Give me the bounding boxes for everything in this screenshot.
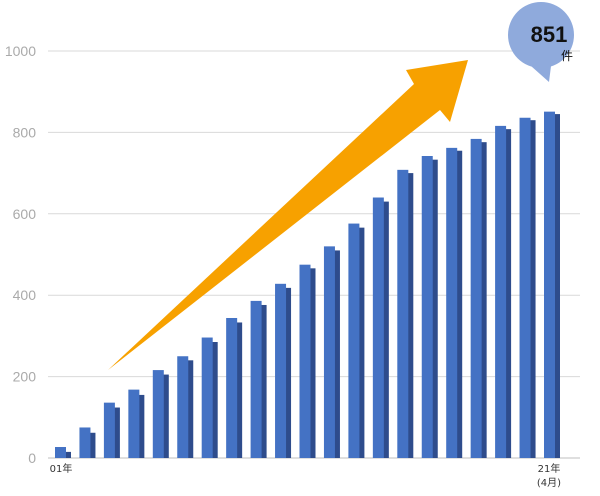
bar-series1-21 [544,111,555,458]
bar-series1-6 [177,356,189,458]
bar-series1-12 [323,246,335,458]
growth-arrow-icon [108,60,468,370]
bar-series1-11 [299,264,311,458]
total-count-callout: 851 件 [508,2,574,82]
y-tick-label-200: 200 [13,369,37,385]
y-tick-label-0: 0 [28,450,36,466]
bar-series1-9 [250,300,262,458]
y-tick-label-1000: 1000 [5,43,36,59]
bar-series1-16 [421,156,433,459]
x-tick-label-last: 21年 [538,462,561,475]
bar-series1-7 [201,337,213,458]
bar-series1-4 [128,389,140,458]
y-axis-tick-labels: 0 200 400 600 800 1000 [5,43,36,466]
bars [55,111,560,459]
bar-series1-5 [152,370,164,458]
bar-series1-2 [79,427,91,458]
bar-series1-13 [348,223,360,458]
bar-series1-17 [446,147,458,458]
bar-series1-8 [226,317,238,458]
y-tick-label-800: 800 [13,124,37,140]
y-tick-label-600: 600 [13,206,37,222]
bar-series1-15 [397,169,409,458]
bar-series1-19 [495,125,507,458]
y-tick-label-400: 400 [13,287,37,303]
callout-bubble [508,2,574,82]
x-tick-label-last-sub: (4月) [537,477,561,489]
bar-series1-14 [372,197,384,458]
bar-series1-3 [103,402,115,458]
x-axis-labels: 01年 21年 (4月) [50,462,562,489]
x-tick-label-first: 01年 [50,462,73,475]
bar-series1-20 [519,117,531,459]
callout-unit: 件 [561,49,573,63]
bar-series1-18 [470,138,482,459]
callout-value: 851 [531,22,568,47]
bar-series1-1 [55,447,66,458]
bar-series1-10 [275,283,287,458]
